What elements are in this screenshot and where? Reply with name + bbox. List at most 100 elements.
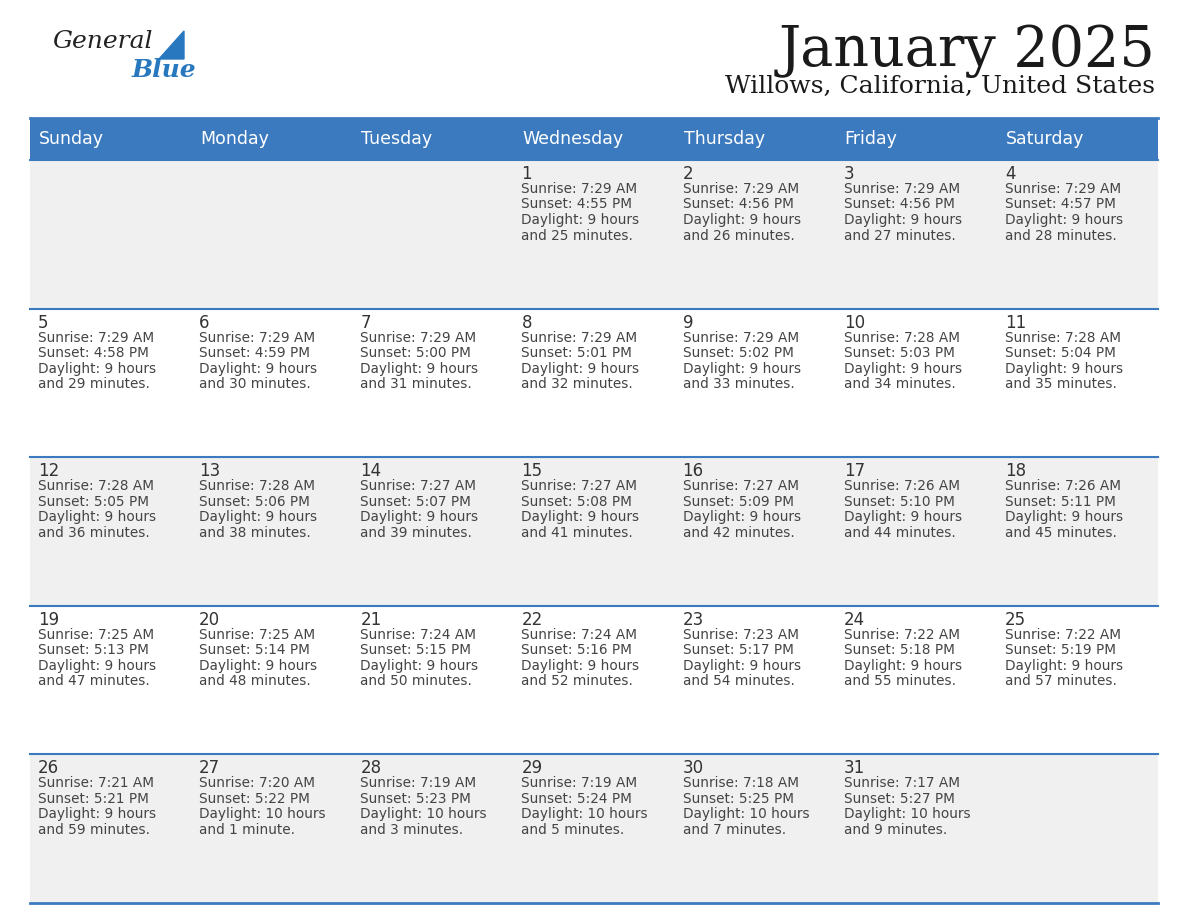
Bar — [835, 308, 997, 457]
Bar — [835, 755, 997, 903]
Text: Daylight: 9 hours: Daylight: 9 hours — [843, 510, 962, 524]
Text: Sunset: 5:21 PM: Sunset: 5:21 PM — [38, 792, 148, 806]
Polygon shape — [159, 31, 184, 59]
Text: 11: 11 — [1005, 314, 1026, 331]
Text: Sunrise: 7:18 AM: Sunrise: 7:18 AM — [683, 777, 798, 790]
Text: 8: 8 — [522, 314, 532, 331]
Bar — [675, 755, 835, 903]
Bar — [353, 118, 513, 160]
Text: Sunset: 5:17 PM: Sunset: 5:17 PM — [683, 644, 794, 657]
Text: and 27 minutes.: and 27 minutes. — [843, 229, 955, 242]
Text: and 29 minutes.: and 29 minutes. — [38, 377, 150, 391]
Text: Sunrise: 7:29 AM: Sunrise: 7:29 AM — [38, 330, 154, 344]
Text: Sunset: 5:13 PM: Sunset: 5:13 PM — [38, 644, 148, 657]
Text: Blue: Blue — [132, 58, 197, 82]
Text: 24: 24 — [843, 610, 865, 629]
Text: Daylight: 10 hours: Daylight: 10 hours — [843, 808, 971, 822]
Text: Daylight: 9 hours: Daylight: 9 hours — [843, 659, 962, 673]
Bar — [30, 457, 191, 606]
Text: Daylight: 9 hours: Daylight: 9 hours — [522, 362, 639, 375]
Text: Daylight: 9 hours: Daylight: 9 hours — [38, 510, 156, 524]
Text: 26: 26 — [38, 759, 59, 778]
Text: Willows, California, United States: Willows, California, United States — [725, 75, 1155, 98]
Text: Daylight: 9 hours: Daylight: 9 hours — [683, 659, 801, 673]
Text: and 54 minutes.: and 54 minutes. — [683, 675, 795, 688]
Text: 6: 6 — [200, 314, 209, 331]
Text: 13: 13 — [200, 462, 221, 480]
Text: 23: 23 — [683, 610, 703, 629]
Text: Daylight: 10 hours: Daylight: 10 hours — [683, 808, 809, 822]
Text: Daylight: 9 hours: Daylight: 9 hours — [522, 659, 639, 673]
Bar — [997, 606, 1158, 755]
Bar — [191, 606, 353, 755]
Text: Sunrise: 7:26 AM: Sunrise: 7:26 AM — [1005, 479, 1120, 493]
Bar — [513, 308, 675, 457]
Text: Sunrise: 7:20 AM: Sunrise: 7:20 AM — [200, 777, 315, 790]
Bar — [835, 118, 997, 160]
Text: January 2025: January 2025 — [778, 23, 1155, 78]
Bar — [835, 160, 997, 308]
Bar — [675, 160, 835, 308]
Text: 30: 30 — [683, 759, 703, 778]
Text: Sunset: 5:06 PM: Sunset: 5:06 PM — [200, 495, 310, 509]
Bar — [997, 308, 1158, 457]
Bar — [353, 755, 513, 903]
Text: Daylight: 9 hours: Daylight: 9 hours — [38, 659, 156, 673]
Text: 2: 2 — [683, 165, 693, 183]
Text: Sunset: 5:05 PM: Sunset: 5:05 PM — [38, 495, 148, 509]
Text: Sunset: 5:07 PM: Sunset: 5:07 PM — [360, 495, 472, 509]
Text: General: General — [52, 30, 152, 53]
Text: Daylight: 9 hours: Daylight: 9 hours — [1005, 659, 1123, 673]
Text: 4: 4 — [1005, 165, 1016, 183]
Text: Daylight: 9 hours: Daylight: 9 hours — [38, 808, 156, 822]
Text: Sunset: 4:57 PM: Sunset: 4:57 PM — [1005, 197, 1116, 211]
Text: Sunrise: 7:29 AM: Sunrise: 7:29 AM — [683, 330, 798, 344]
Text: and 44 minutes.: and 44 minutes. — [843, 526, 955, 540]
Text: Daylight: 9 hours: Daylight: 9 hours — [843, 213, 962, 227]
Text: Sunset: 5:10 PM: Sunset: 5:10 PM — [843, 495, 955, 509]
Text: 18: 18 — [1005, 462, 1026, 480]
Text: Sunrise: 7:29 AM: Sunrise: 7:29 AM — [360, 330, 476, 344]
Text: 15: 15 — [522, 462, 543, 480]
Text: Sunset: 5:16 PM: Sunset: 5:16 PM — [522, 644, 632, 657]
Text: 7: 7 — [360, 314, 371, 331]
Text: Daylight: 9 hours: Daylight: 9 hours — [683, 362, 801, 375]
Text: Sunrise: 7:29 AM: Sunrise: 7:29 AM — [843, 182, 960, 196]
Text: Sunrise: 7:29 AM: Sunrise: 7:29 AM — [1005, 182, 1121, 196]
Bar — [30, 755, 191, 903]
Bar — [513, 755, 675, 903]
Bar — [30, 160, 191, 308]
Text: 29: 29 — [522, 759, 543, 778]
Text: Sunrise: 7:17 AM: Sunrise: 7:17 AM — [843, 777, 960, 790]
Text: Sunset: 5:00 PM: Sunset: 5:00 PM — [360, 346, 472, 360]
Text: Sunrise: 7:24 AM: Sunrise: 7:24 AM — [522, 628, 638, 642]
Text: Sunset: 5:03 PM: Sunset: 5:03 PM — [843, 346, 955, 360]
Text: Sunset: 5:02 PM: Sunset: 5:02 PM — [683, 346, 794, 360]
Bar — [191, 755, 353, 903]
Text: Sunrise: 7:22 AM: Sunrise: 7:22 AM — [843, 628, 960, 642]
Text: Daylight: 9 hours: Daylight: 9 hours — [200, 659, 317, 673]
Bar — [997, 118, 1158, 160]
Text: Sunset: 5:15 PM: Sunset: 5:15 PM — [360, 644, 472, 657]
Text: Tuesday: Tuesday — [361, 130, 432, 148]
Bar — [353, 457, 513, 606]
Text: and 52 minutes.: and 52 minutes. — [522, 675, 633, 688]
Text: Sunset: 4:55 PM: Sunset: 4:55 PM — [522, 197, 632, 211]
Bar — [513, 457, 675, 606]
Text: 9: 9 — [683, 314, 693, 331]
Text: and 5 minutes.: and 5 minutes. — [522, 823, 625, 837]
Bar — [675, 118, 835, 160]
Text: and 45 minutes.: and 45 minutes. — [1005, 526, 1117, 540]
Text: Sunrise: 7:25 AM: Sunrise: 7:25 AM — [38, 628, 154, 642]
Text: Sunset: 5:22 PM: Sunset: 5:22 PM — [200, 792, 310, 806]
Text: Sunset: 5:04 PM: Sunset: 5:04 PM — [1005, 346, 1116, 360]
Text: Sunrise: 7:23 AM: Sunrise: 7:23 AM — [683, 628, 798, 642]
Text: Wednesday: Wednesday — [523, 130, 624, 148]
Text: Daylight: 9 hours: Daylight: 9 hours — [522, 510, 639, 524]
Text: Sunset: 5:18 PM: Sunset: 5:18 PM — [843, 644, 955, 657]
Text: Daylight: 9 hours: Daylight: 9 hours — [360, 510, 479, 524]
Text: Daylight: 9 hours: Daylight: 9 hours — [1005, 213, 1123, 227]
Text: Sunset: 5:19 PM: Sunset: 5:19 PM — [1005, 644, 1116, 657]
Text: Saturday: Saturday — [1006, 130, 1085, 148]
Text: Sunset: 5:25 PM: Sunset: 5:25 PM — [683, 792, 794, 806]
